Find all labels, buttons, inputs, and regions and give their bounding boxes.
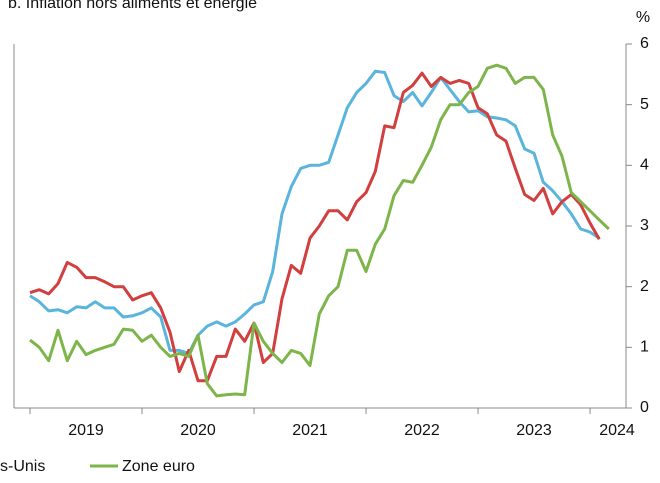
x-tick-label: 2022 [404,422,440,439]
y-tick-label: 5 [640,96,649,113]
series-line [29,69,601,355]
x-tick-label: 2021 [292,422,328,439]
y-tick-label: 6 [640,35,649,52]
y-tick-label: 2 [640,278,649,295]
legend-label: s-Unis [0,458,45,475]
x-tick-label: 2023 [516,422,552,439]
legend-label: Zone euro [122,458,195,475]
y-tick-label: 0 [640,399,649,416]
y-tick-label: 4 [640,157,649,174]
series-line [29,71,601,383]
x-tick-label: 2024 [599,422,635,439]
y-tick-label: 1 [640,339,649,356]
x-tick-label: 2020 [180,422,216,439]
y-unit: % [636,9,650,26]
y-tick-label: 3 [640,217,649,234]
series-line [29,63,610,398]
chart-title: b. Inflation hors aliments et énergie [8,0,257,12]
x-tick-label: 2019 [68,422,104,439]
